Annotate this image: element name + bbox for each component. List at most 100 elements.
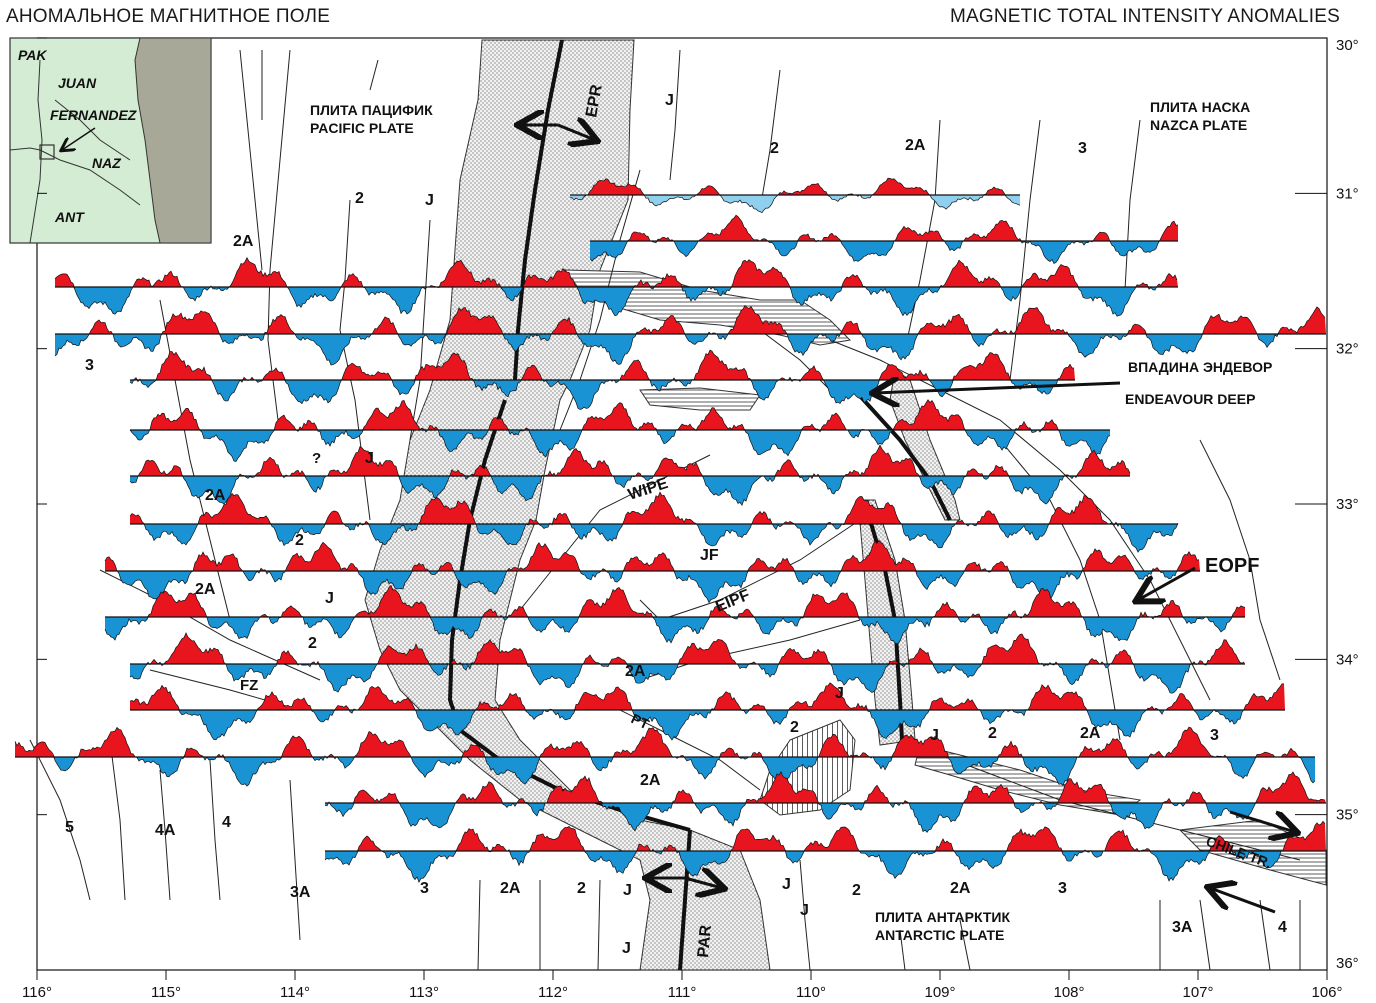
negative-anomaly-fill [130, 524, 1178, 553]
anomaly-labels: J 2 2A 3 2 J 2A 3 J 2A 2 2A J 2 J 2 J 2 2A 3 2A 2A 5 4A 4 3A 3 2A 2 J… [65, 92, 1287, 957]
anomaly-trace [129, 491, 1179, 553]
anomaly-label: 2 [577, 880, 586, 897]
negative-anomaly-fill [55, 287, 1178, 317]
anomaly-label: 2 [988, 725, 997, 742]
label-jf: JF [700, 547, 719, 564]
pacific-plate-ru: ПЛИТА ПАЦИФИК [310, 102, 433, 118]
lon-tick-label: 113° [409, 984, 439, 1001]
anomaly-trace [14, 726, 1316, 787]
label-endeavour-en: ENDEAVOUR DEEP [1125, 391, 1255, 407]
title-english: MAGNETIC TOTAL INTENSITY ANOMALIES [949, 6, 1340, 27]
anomaly-label: 3 [1210, 727, 1219, 744]
positive-anomaly-fill [105, 540, 1200, 571]
anomaly-label: 2A [905, 137, 926, 154]
negative-anomaly-fill [15, 757, 1315, 787]
negative-anomaly-fill [570, 195, 1020, 213]
lon-tick-label: 116° [22, 984, 52, 1001]
anomaly-label: 2 [355, 190, 364, 207]
anomaly-trace [104, 584, 1246, 645]
lon-tick-label: 114° [280, 984, 310, 1001]
arrows [520, 125, 1295, 914]
anomaly-label: J [365, 450, 374, 467]
positive-anomaly-fill [130, 399, 1110, 430]
positive-anomaly-fill [130, 492, 1178, 524]
positive-anomaly-fill [130, 350, 1075, 380]
negative-anomaly-fill [55, 334, 1326, 366]
anomaly-label: 2A [1080, 725, 1101, 742]
lon-tick-label: 112° [538, 984, 568, 1001]
nazca-plate-en: NAZCA PLATE [1150, 117, 1247, 133]
lat-tick-label: 30° [1336, 37, 1359, 54]
positive-anomaly-fill [15, 727, 1315, 757]
anomaly-label: J [800, 902, 809, 919]
nazca-plate-ru: ПЛИТА НАСКА [1150, 99, 1250, 115]
anomaly-label: 2A [950, 880, 971, 897]
positive-anomaly-fill [105, 585, 1245, 617]
anomaly-label: J [782, 876, 791, 893]
anomaly-label: J [665, 92, 674, 109]
anomaly-trace [129, 682, 1285, 741]
anomaly-label: 2A [205, 487, 226, 504]
label-pt: PT [629, 710, 652, 732]
antarctic-plate-ru: ПЛИТА АНТАРКТИК [875, 909, 1010, 925]
lon-tick-label: 106° [1311, 984, 1342, 1001]
lat-tick-label: 34° [1336, 651, 1359, 668]
lat-tick-label: 31° [1336, 185, 1359, 202]
anomaly-label: 3A [290, 884, 311, 901]
positive-anomaly-fill [325, 821, 1326, 851]
inset-label-pak: PAK [18, 47, 47, 63]
label-question: ? [312, 450, 321, 467]
negative-anomaly-fill [130, 710, 1285, 741]
negative-anomaly-fill [130, 664, 1245, 694]
inset-study-area [39, 144, 55, 160]
negative-anomaly-fill [130, 430, 1110, 462]
positive-anomaly-fill [55, 305, 1326, 334]
lon-tick-label: 115° [151, 984, 181, 1001]
negative-anomaly-fill [590, 241, 1178, 264]
anomaly-label: 3 [1058, 880, 1067, 897]
positive-anomaly-fill [325, 771, 1326, 803]
negative-anomaly-fill [130, 380, 1075, 410]
anomaly-trace [569, 177, 1021, 214]
inset-map [9, 37, 212, 244]
negative-anomaly-fill [105, 571, 1200, 603]
lat-tick-label: 33° [1336, 496, 1359, 513]
label-fz: FZ [240, 677, 258, 694]
label-eopf: EOPF [1205, 555, 1259, 577]
anomaly-label: 2A [195, 581, 216, 598]
anomaly-label: 5 [65, 819, 74, 836]
anomaly-label: 4A [155, 822, 176, 839]
coordinate-ticks: 116° 115° 114° 113° 112° 111° 110° 109° 108° 107°… [22, 37, 1359, 1001]
anomaly-label: J [325, 590, 334, 607]
anomaly-label: 3 [85, 357, 94, 374]
anomaly-trace [324, 820, 1326, 883]
anomaly-label: 3A [1172, 919, 1193, 936]
anomaly-label: 2 [295, 532, 304, 549]
lon-tick-label: 107° [1182, 984, 1213, 1001]
structural-lines [29, 49, 1301, 971]
anomaly-label: 2 [308, 635, 317, 652]
positive-anomaly-fill [55, 257, 1178, 287]
negative-anomaly-fill [105, 617, 1245, 644]
inset-label-juan: JUAN [58, 75, 97, 91]
anomaly-trace [129, 399, 1111, 462]
negative-anomaly-fill [325, 851, 1326, 883]
positive-anomaly-fill [590, 215, 1178, 241]
anomaly-label: 2A [500, 880, 521, 897]
positive-anomaly-fill [570, 178, 1020, 195]
anomaly-label: J [930, 727, 939, 744]
anomaly-label: 2 [770, 140, 779, 157]
positive-anomaly-fill [130, 632, 1245, 664]
lat-tick-label: 35° [1336, 807, 1359, 824]
anomaly-trace [589, 214, 1179, 264]
lon-tick-label: 109° [924, 984, 955, 1001]
inset-south-america [134, 37, 212, 244]
positive-anomaly-fill [130, 682, 1285, 710]
label-epr: EPR [583, 83, 606, 119]
anomaly-trace [129, 444, 1131, 506]
anomaly-trace [324, 770, 1326, 833]
label-endeavour-ru: ВПАДИНА ЭНДЕВОР [1128, 359, 1272, 375]
anomaly-label: J [622, 940, 631, 957]
anomaly-label: J [623, 882, 632, 899]
